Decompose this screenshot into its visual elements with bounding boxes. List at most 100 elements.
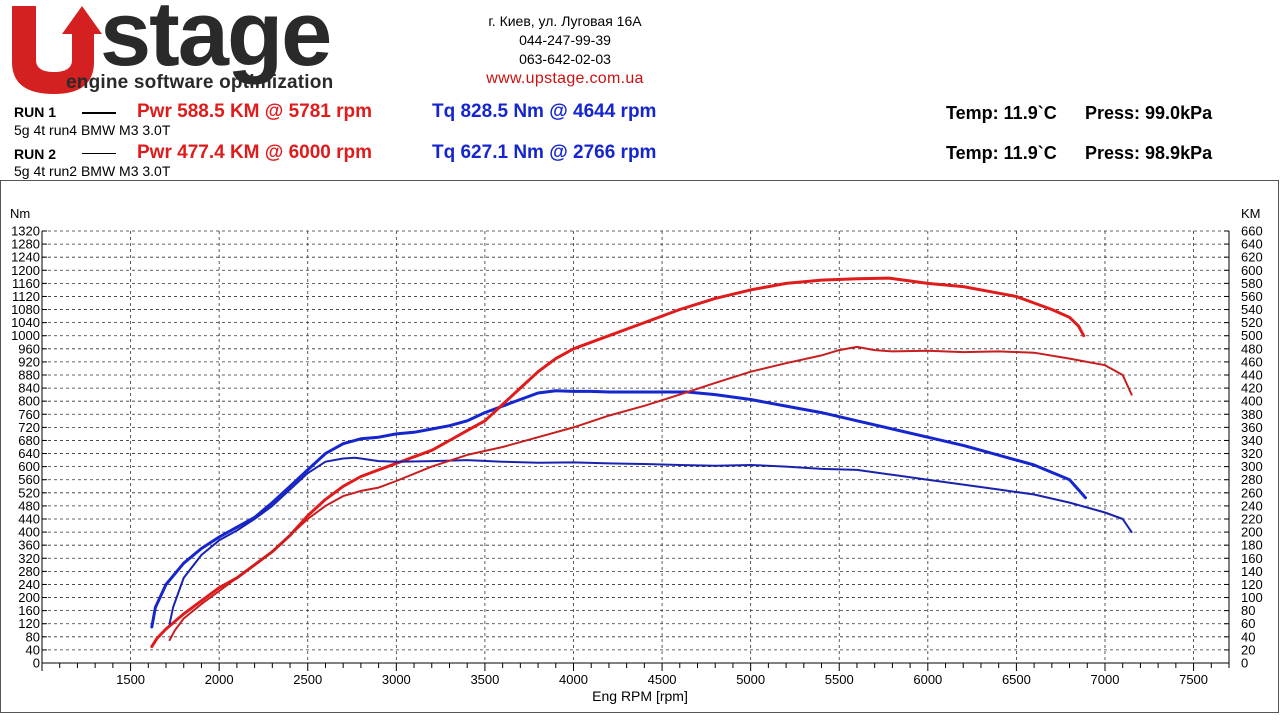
x-tick-label: 7500 — [1179, 672, 1208, 687]
run-2-line-sample — [82, 153, 116, 154]
run-2-pwr-line — [168, 345, 1133, 642]
y-tick-label-right: 340 — [1241, 433, 1263, 448]
run-1-label: RUN 1 — [14, 104, 57, 120]
y-tick-label-right: 0 — [1241, 656, 1248, 671]
y-tick-label-left: 520 — [18, 485, 40, 500]
y-tick-label-left: 200 — [18, 590, 40, 605]
x-tick-label: 7000 — [1091, 672, 1120, 687]
y-tick-label-right: 360 — [1241, 420, 1263, 435]
y-tick-label-right: 100 — [1241, 590, 1263, 605]
x-tick-label: 1500 — [116, 672, 145, 687]
x-tick-label: 6000 — [913, 672, 942, 687]
y-tick-label-left: 560 — [18, 472, 40, 487]
logo-u-arrow-icon — [12, 6, 102, 94]
y-tick-label-right: 460 — [1241, 354, 1263, 369]
y-tick-label-left: 1040 — [11, 315, 40, 330]
y-tick-label-left: 1120 — [12, 289, 40, 304]
y-tick-label-left: 160 — [18, 603, 40, 618]
y-tick-label-right: 500 — [1241, 328, 1263, 343]
grid-layer — [42, 230, 1229, 664]
y-tick-label-right: 140 — [1241, 564, 1263, 579]
y-tick-label-right: 620 — [1241, 250, 1263, 265]
x-tick-label: 6500 — [1002, 672, 1031, 687]
y-tick-label-left: 320 — [18, 551, 40, 566]
run-1-pwr-line — [150, 276, 1086, 649]
y-tick-label-right: 20 — [1241, 642, 1255, 657]
phone-1: 044-247-99-39 — [519, 32, 611, 48]
y-tick-label-right: 660 — [1241, 224, 1263, 239]
logo-word: stage — [100, 0, 332, 85]
y-tick-label-right: 560 — [1241, 289, 1263, 304]
run-2-torque: Tq 627.1 Nm @ 2766 rpm — [432, 142, 657, 163]
y-tick-label-left: 1200 — [11, 263, 40, 278]
y-tick-label-right: 280 — [1241, 472, 1263, 487]
run-2-power: Pwr 477.4 KM @ 6000 rpm — [137, 142, 373, 163]
y-tick-label-left: 720 — [18, 420, 40, 435]
y-tick-label-right: 480 — [1241, 341, 1263, 356]
y-tick-label-left: 120 — [18, 616, 40, 631]
y-tick-label-right: 600 — [1241, 263, 1263, 278]
website-link[interactable]: www.upstage.com.ua — [486, 70, 644, 87]
y-tick-label-left: 760 — [18, 407, 40, 422]
y-tick-label-left: 1320 — [11, 224, 40, 239]
y-tick-label-left: 600 — [18, 459, 40, 474]
chart-frame — [0, 180, 1279, 713]
run-1-line-sample — [82, 112, 116, 114]
y-tick-label-left: 1280 — [11, 237, 40, 252]
y-tick-label-left: 400 — [18, 525, 40, 540]
axis-layer: 0408012016020024028032036040044048052056… — [11, 224, 1263, 688]
run-2-tq-line — [168, 456, 1133, 625]
x-axis-label: Eng RPM [rpm] — [592, 688, 688, 704]
y-tick-label-left: 280 — [18, 564, 40, 579]
y-tick-label-left: 920 — [18, 354, 40, 369]
y-tick-label-right: 120 — [1241, 577, 1263, 592]
x-tick-label: 2000 — [205, 672, 234, 687]
y-tick-label-right: 160 — [1241, 551, 1263, 566]
y-tick-label-right: 440 — [1241, 368, 1263, 383]
y-tick-label-left: 840 — [18, 381, 40, 396]
y-tick-label-left: 240 — [18, 577, 40, 592]
y-tick-label-right: 80 — [1241, 603, 1255, 618]
y-tick-label-left: 880 — [18, 368, 40, 383]
y-tick-label-left: 1160 — [12, 276, 40, 291]
y-axis-label-right: KM — [1241, 206, 1261, 221]
y-tick-label-right: 380 — [1241, 407, 1263, 422]
address: г. Киев, ул. Луговая 16А — [488, 13, 642, 29]
y-tick-label-left: 480 — [18, 498, 40, 513]
y-tick-label-right: 640 — [1241, 237, 1263, 252]
x-tick-label: 4500 — [648, 672, 677, 687]
run-2-description: 5g 4t run2 BMW M3 3.0T — [14, 163, 171, 179]
y-tick-label-left: 1240 — [11, 250, 40, 265]
y-tick-label-left: 360 — [18, 538, 40, 553]
y-tick-label-left: 1080 — [11, 302, 40, 317]
y-tick-label-left: 0 — [33, 656, 40, 671]
y-tick-label-right: 40 — [1241, 629, 1255, 644]
y-tick-label-right: 200 — [1241, 525, 1263, 540]
y-tick-label-left: 1000 — [11, 328, 40, 343]
x-tick-label: 5000 — [736, 672, 765, 687]
series-layer — [150, 276, 1133, 649]
y-axis-label-left: Nm — [10, 206, 30, 221]
run-2-press: Press: 98.9kPa — [1085, 143, 1213, 163]
run-1-description: 5g 4t run4 BMW M3 3.0T — [14, 122, 171, 138]
y-tick-label-left: 80 — [26, 629, 40, 644]
phone-2: 063-642-02-03 — [519, 51, 611, 67]
y-tick-label-right: 420 — [1241, 381, 1263, 396]
contact-block: г. Киев, ул. Луговая 16А 044-247-99-39 0… — [440, 12, 690, 88]
y-tick-label-right: 240 — [1241, 498, 1263, 513]
y-tick-label-right: 220 — [1241, 512, 1263, 527]
y-tick-label-right: 580 — [1241, 276, 1263, 291]
y-tick-label-right: 320 — [1241, 446, 1263, 461]
upstage-logo: stage engine software optimization — [0, 0, 420, 100]
y-tick-label-right: 180 — [1241, 538, 1263, 553]
x-tick-label: 2500 — [293, 672, 322, 687]
y-tick-label-right: 60 — [1241, 616, 1255, 631]
logo-tagline: engine software optimization — [66, 72, 334, 93]
x-tick-label: 4000 — [559, 672, 588, 687]
y-tick-label-right: 300 — [1241, 459, 1263, 474]
run-2-temp: Temp: 11.9`C — [946, 143, 1057, 163]
y-tick-label-left: 40 — [26, 642, 40, 657]
x-tick-label: 3000 — [382, 672, 411, 687]
y-tick-label-left: 440 — [18, 512, 40, 527]
